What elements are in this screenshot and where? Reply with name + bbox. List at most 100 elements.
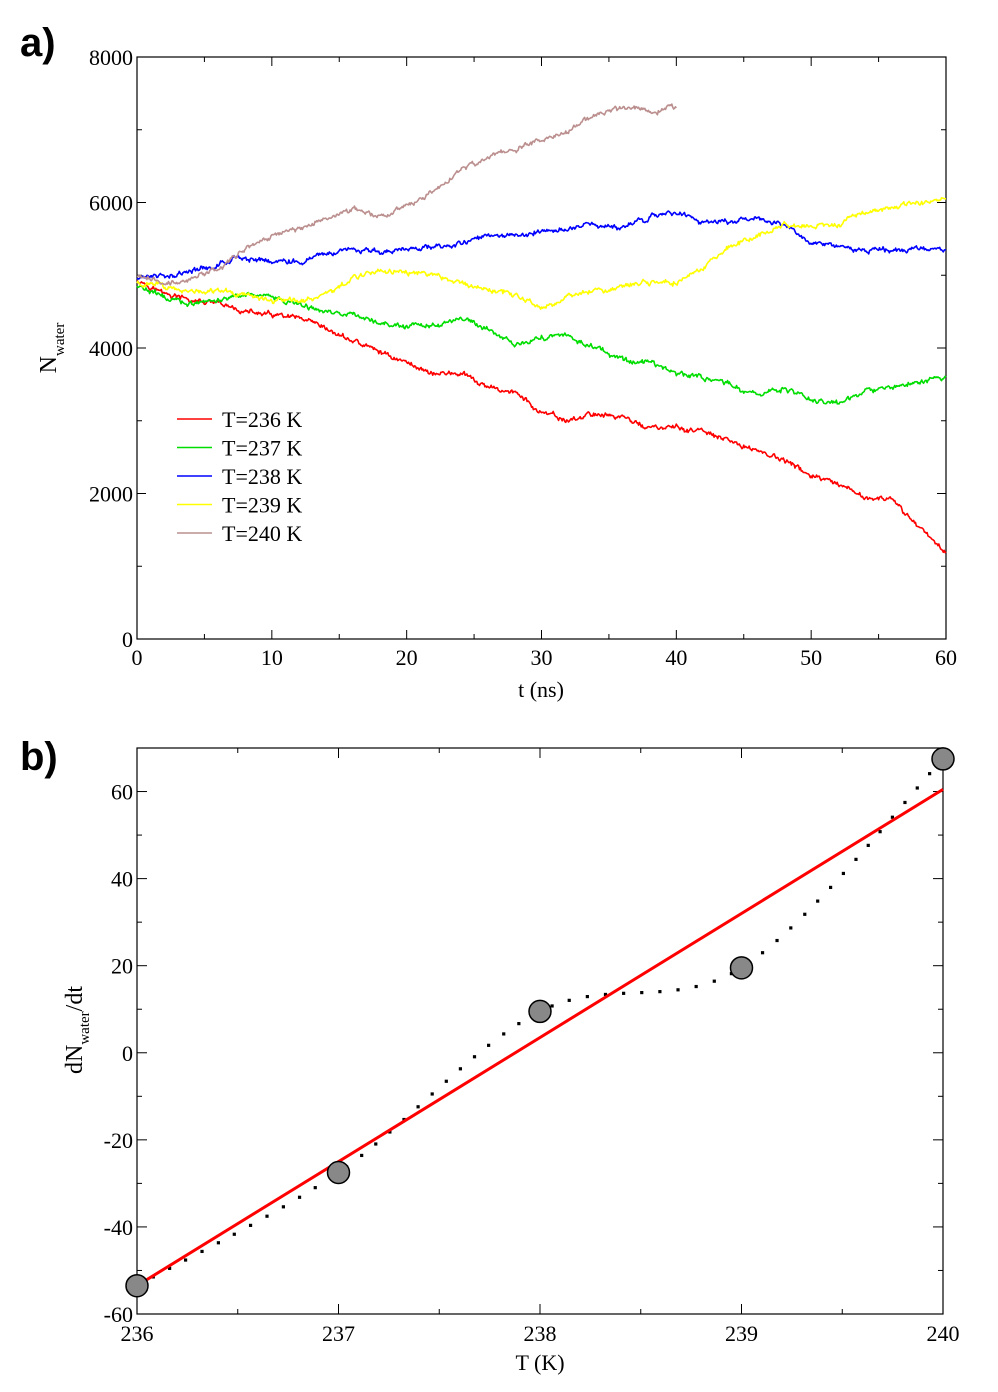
panel-a-y-label-main: N <box>36 356 62 373</box>
panel-a-y-axis-label: Nwater <box>36 323 68 374</box>
dotted-segment <box>694 984 698 989</box>
dotted-segment <box>416 1105 420 1109</box>
dotted-segment <box>517 1022 521 1026</box>
dotted-segment <box>712 979 716 983</box>
panel-b-x-tick-label: 238 <box>524 1321 557 1346</box>
legend-label: T=238 K <box>222 464 302 489</box>
dotted-segment <box>789 926 793 930</box>
dotted-segment <box>458 1067 463 1071</box>
dotted-segment <box>878 830 882 834</box>
panel-b-linear-fit <box>136 788 944 1287</box>
dotted-segment <box>603 992 608 997</box>
dotted-segment <box>281 1205 286 1209</box>
series-line <box>136 285 947 405</box>
panel-b-y-tick-label: 0 <box>122 1041 133 1066</box>
panel-b-x-axis-label: T (K) <box>515 1350 564 1375</box>
panel-b-x-tick-label: 240 <box>927 1321 960 1346</box>
panel-a-x-axis-label: t (ns) <box>518 677 564 702</box>
panel-a-x-tick-label: 30 <box>531 645 553 670</box>
dotted-segment <box>502 1032 506 1036</box>
dotted-segment <box>487 1043 491 1047</box>
dotted-segment <box>866 843 870 847</box>
panel-b-y-axis-label: dNwater/dt <box>62 986 93 1074</box>
dotted-segment <box>183 1258 188 1262</box>
dotted-segment <box>640 990 644 995</box>
panel-a-x-tick-label: 20 <box>396 645 418 670</box>
series-line <box>136 210 947 280</box>
panel-a-label: a) <box>20 21 56 65</box>
legend-label: T=240 K <box>222 521 302 546</box>
panel-b-y-tick-label: 40 <box>111 867 133 892</box>
dotted-segment <box>676 988 680 992</box>
dotted-segment <box>585 994 589 999</box>
panel-a-x-tick-label: 40 <box>665 645 687 670</box>
panel-b: b) 236 237 238 239 240 -60 -40 -20 0 20 40 60 T (K… <box>20 735 960 1375</box>
panel-a-x-tick-labels: 0 10 20 30 40 50 60 <box>132 645 958 670</box>
series-line <box>136 197 947 310</box>
panel-b-x-tick-label: 239 <box>725 1321 758 1346</box>
dotted-segment <box>265 1214 269 1218</box>
panel-a-y-tick-label: 2000 <box>89 482 133 507</box>
dotted-segment <box>444 1079 448 1083</box>
dotted-segment <box>430 1092 434 1096</box>
panel-a-series <box>136 103 947 554</box>
dotted-segment <box>803 912 807 916</box>
dotted-segment <box>216 1241 221 1245</box>
dotted-segment <box>168 1266 172 1270</box>
panel-a-y-tick-label: 4000 <box>89 336 133 361</box>
dotted-segment <box>472 1055 477 1059</box>
dotted-segment <box>658 990 662 994</box>
dotted-segment <box>567 998 571 1002</box>
dotted-segment <box>388 1130 392 1134</box>
data-point <box>931 747 955 771</box>
panel-b-x-tick-labels: 236 237 238 239 240 <box>121 1321 960 1346</box>
panel-a-y-tick-label: 0 <box>122 627 133 652</box>
dotted-segment <box>816 899 820 903</box>
dotted-segment <box>915 786 919 790</box>
panel-b-y-label-prefix: dN <box>62 1045 88 1074</box>
panel-a-legend: T=236 K T=237 K T=238 K T=239 K T=240 K <box>177 407 302 546</box>
panel-a-x-tick-label: 0 <box>132 645 143 670</box>
dotted-segment <box>928 772 932 776</box>
series-line <box>136 103 677 286</box>
panel-a-frame <box>136 56 947 640</box>
legend-label: T=239 K <box>222 493 302 518</box>
panel-b-points <box>125 747 955 1298</box>
panel-a-x-tick-label: 50 <box>800 645 822 670</box>
data-point <box>729 956 754 980</box>
dotted-segment <box>829 885 833 890</box>
series-line <box>136 279 947 554</box>
dotted-segment <box>890 815 895 819</box>
dotted-segment <box>903 800 907 805</box>
panel-b-y-tick-labels: -60 -40 -20 0 20 40 60 <box>104 780 133 1327</box>
panel-a-y-tick-labels: 0 2000 4000 6000 8000 <box>89 45 133 652</box>
panel-b-y-tick-label: 20 <box>111 954 133 979</box>
panel-a-ticks <box>136 56 947 640</box>
dotted-segment <box>775 938 779 943</box>
dotted-segment <box>550 1004 554 1008</box>
dotted-segment <box>622 991 626 995</box>
data-point <box>326 1160 351 1185</box>
dotted-segment <box>374 1142 378 1146</box>
dotted-segment <box>200 1249 204 1254</box>
dotted-segment <box>232 1232 236 1236</box>
panel-b-y-tick-label: -20 <box>104 1128 133 1153</box>
dotted-segment <box>402 1117 406 1122</box>
panel-a-y-tick-label: 6000 <box>89 191 133 216</box>
panel-b-frame <box>136 747 944 1315</box>
panel-b-y-tick-label: -40 <box>104 1215 133 1240</box>
dotted-segment <box>297 1195 302 1199</box>
dotted-segment <box>841 871 845 876</box>
panel-b-ticks <box>136 747 944 1315</box>
legend-label: T=236 K <box>222 407 302 432</box>
dotted-segment <box>360 1153 364 1158</box>
data-point <box>125 1273 149 1298</box>
dotted-segment <box>248 1223 253 1227</box>
dotted-segment <box>854 857 858 861</box>
panel-a-x-tick-label: 10 <box>261 645 283 670</box>
panel-b-y-tick-label: -60 <box>104 1302 133 1327</box>
legend-label: T=237 K <box>222 436 302 461</box>
data-point <box>528 999 552 1024</box>
panel-a-x-tick-label: 60 <box>935 645 957 670</box>
